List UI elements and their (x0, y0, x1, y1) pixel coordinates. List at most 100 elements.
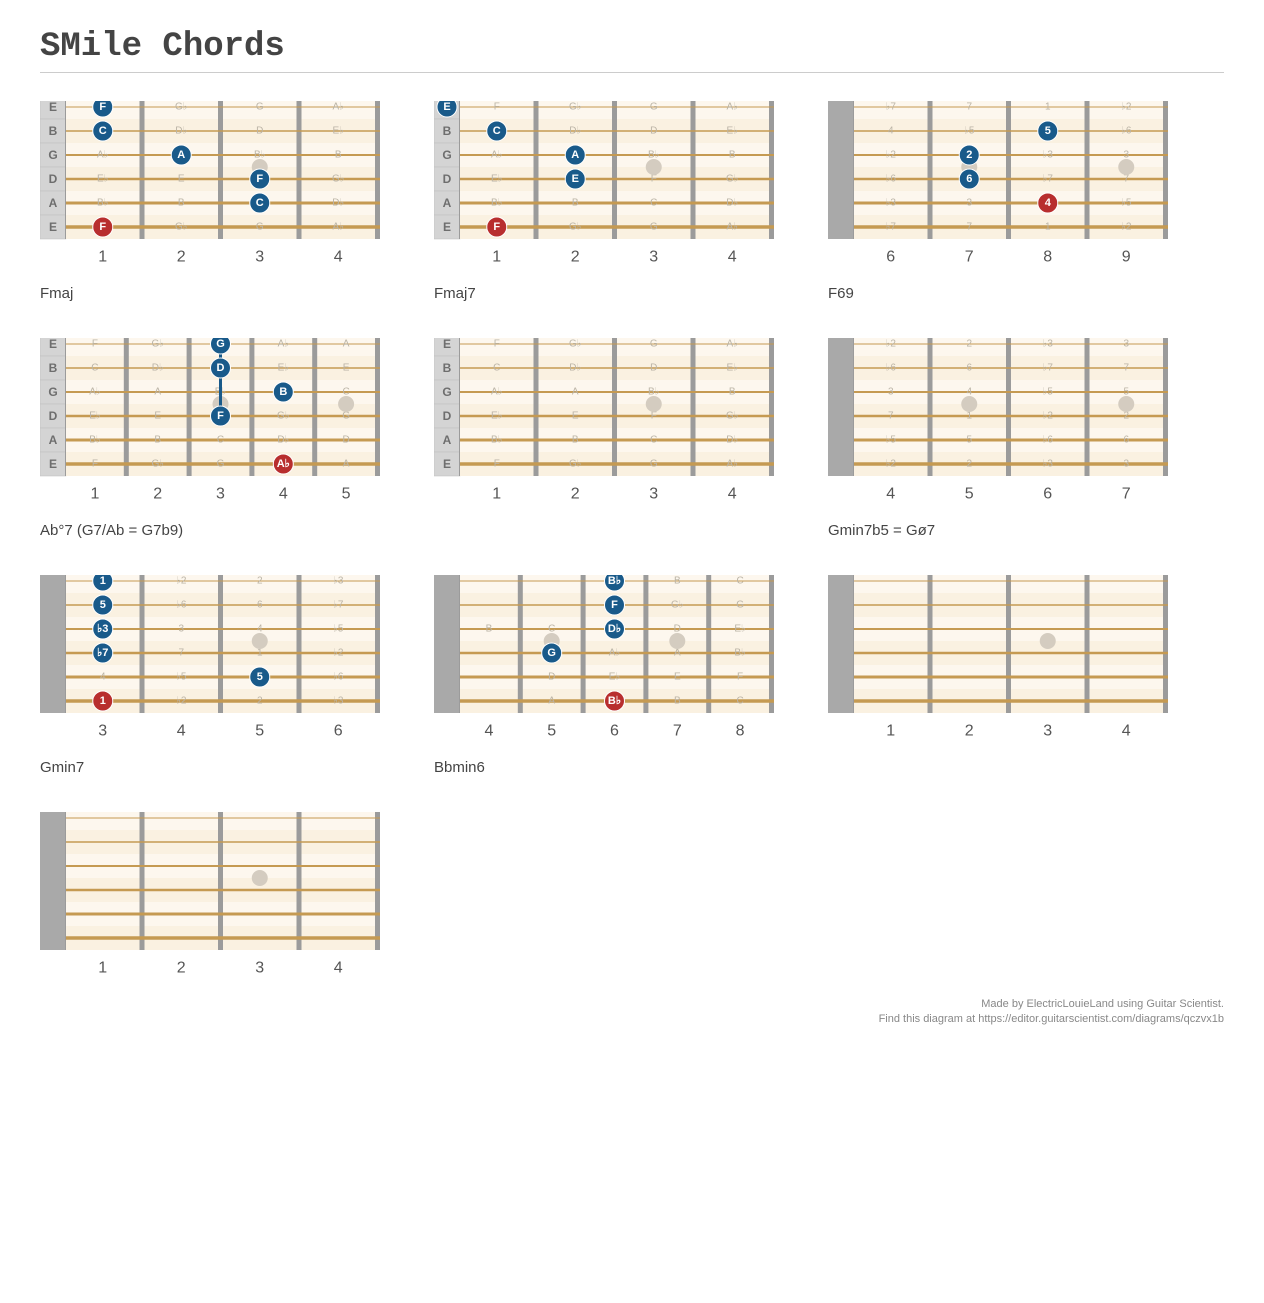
svg-text:G♭: G♭ (726, 174, 739, 185)
page-title: SMile Chords (40, 28, 1224, 66)
svg-text:B: B (674, 696, 681, 707)
svg-text:E: E (443, 338, 451, 351)
svg-text:E♭: E♭ (727, 363, 738, 374)
svg-text:7: 7 (966, 222, 972, 233)
svg-text:7: 7 (966, 102, 972, 113)
svg-text:G: G (442, 148, 451, 162)
svg-text:G: G (650, 102, 658, 113)
svg-text:F: F (99, 221, 106, 233)
svg-text:B: B (729, 150, 736, 161)
svg-text:E: E (49, 457, 57, 471)
svg-text:5: 5 (255, 723, 264, 740)
chord-name-label: F69 (828, 285, 1178, 302)
svg-text:A: A (443, 433, 452, 447)
svg-text:1: 1 (492, 249, 501, 266)
svg-text:A: A (49, 196, 58, 210)
svg-text:G: G (650, 222, 658, 233)
svg-text:♭6: ♭6 (333, 672, 344, 683)
svg-text:6: 6 (966, 173, 972, 185)
svg-text:D♭: D♭ (726, 435, 738, 446)
chord-grid: EBGDAEFG♭GA♭CD♭DE♭A♭AB♭BE♭EFG♭B♭BCD♭FG♭G… (40, 101, 1224, 996)
svg-text:G: G (256, 102, 264, 113)
svg-text:A: A (343, 459, 350, 470)
svg-text:E: E (572, 411, 579, 422)
svg-text:C: C (217, 435, 224, 446)
svg-text:♭2: ♭2 (1121, 102, 1132, 113)
svg-text:A♭: A♭ (97, 150, 108, 161)
svg-text:♭2: ♭2 (176, 576, 187, 587)
svg-text:F: F (651, 174, 657, 185)
svg-text:B♭: B♭ (97, 198, 108, 209)
svg-text:F: F (217, 410, 224, 422)
svg-text:♭6: ♭6 (886, 174, 897, 185)
svg-text:♭3: ♭3 (886, 198, 897, 209)
svg-text:E: E (178, 174, 185, 185)
svg-text:3: 3 (1123, 459, 1129, 470)
svg-text:1: 1 (98, 960, 107, 977)
svg-text:G: G (256, 222, 264, 233)
footer-line1: Made by ElectricLouieLand using Guitar S… (879, 997, 1224, 1011)
svg-text:4: 4 (279, 486, 288, 503)
footer-credit: Made by ElectricLouieLand using Guitar S… (879, 997, 1224, 1026)
svg-text:G♭: G♭ (671, 600, 684, 611)
svg-text:♭2: ♭2 (1043, 411, 1054, 422)
svg-text:G♭: G♭ (726, 411, 739, 422)
svg-text:5: 5 (257, 671, 263, 683)
fretboard-svg: EBGDAEFG♭GA♭CD♭DE♭A♭AB♭BE♭EFG♭B♭BCD♭FG♭G… (40, 101, 382, 273)
svg-text:2: 2 (257, 696, 263, 707)
svg-text:2: 2 (571, 249, 580, 266)
svg-text:G: G (650, 339, 658, 350)
svg-text:4: 4 (257, 624, 263, 635)
svg-text:3: 3 (98, 723, 107, 740)
svg-text:C: C (650, 198, 657, 209)
svg-text:A♭: A♭ (727, 459, 738, 470)
chord-diagram: 1234 (828, 575, 1178, 776)
svg-text:F: F (494, 102, 500, 113)
svg-text:A: A (343, 339, 350, 350)
svg-text:E: E (154, 411, 161, 422)
svg-text:G: G (48, 385, 57, 399)
svg-text:G♭: G♭ (569, 102, 582, 113)
svg-text:A: A (443, 196, 452, 210)
svg-text:4: 4 (888, 126, 894, 137)
svg-text:E♭: E♭ (333, 126, 344, 137)
svg-text:♭5: ♭5 (886, 435, 897, 446)
svg-text:A♭: A♭ (333, 102, 344, 113)
svg-text:B: B (729, 387, 736, 398)
chord-diagram: 1234 (40, 812, 390, 996)
svg-text:4: 4 (100, 672, 106, 683)
svg-text:G♭: G♭ (151, 339, 164, 350)
svg-text:4: 4 (177, 723, 186, 740)
svg-text:5: 5 (342, 486, 351, 503)
svg-text:F: F (611, 599, 618, 611)
svg-text:D: D (650, 126, 657, 137)
svg-text:1: 1 (1045, 102, 1051, 113)
svg-text:6: 6 (1043, 486, 1052, 503)
chord-diagram: 1♭22♭35♭66♭7♭334♭5♭771♭24♭55♭61♭22♭315♭3… (40, 575, 390, 776)
svg-text:♭7: ♭7 (886, 102, 897, 113)
fretboard-svg: B♭BCFG♭GBCD♭DE♭GA♭AB♭DE♭EFAB♭BCB♭FD♭GB♭4… (434, 575, 776, 747)
svg-text:D♭: D♭ (608, 623, 621, 635)
svg-text:E♭: E♭ (609, 672, 620, 683)
svg-text:2: 2 (1123, 411, 1129, 422)
svg-text:3: 3 (888, 387, 894, 398)
svg-text:B: B (486, 624, 493, 635)
svg-text:B: B (572, 198, 579, 209)
svg-text:A♭: A♭ (333, 222, 344, 233)
svg-text:3: 3 (1123, 339, 1129, 350)
svg-text:B♭: B♭ (491, 198, 502, 209)
svg-text:A♭: A♭ (727, 339, 738, 350)
svg-text:D: D (49, 172, 58, 186)
svg-text:♭2: ♭2 (886, 339, 897, 350)
svg-text:B: B (154, 435, 161, 446)
svg-text:G: G (217, 459, 225, 470)
svg-text:♭2: ♭2 (176, 696, 187, 707)
svg-text:E♭: E♭ (734, 624, 745, 635)
svg-text:G: G (48, 148, 57, 162)
chord-name-label: Fmaj7 (434, 285, 784, 302)
svg-text:B: B (279, 386, 287, 398)
svg-text:1: 1 (257, 648, 263, 659)
svg-text:G: G (547, 647, 556, 659)
svg-text:6: 6 (886, 249, 895, 266)
svg-text:B: B (443, 124, 452, 138)
